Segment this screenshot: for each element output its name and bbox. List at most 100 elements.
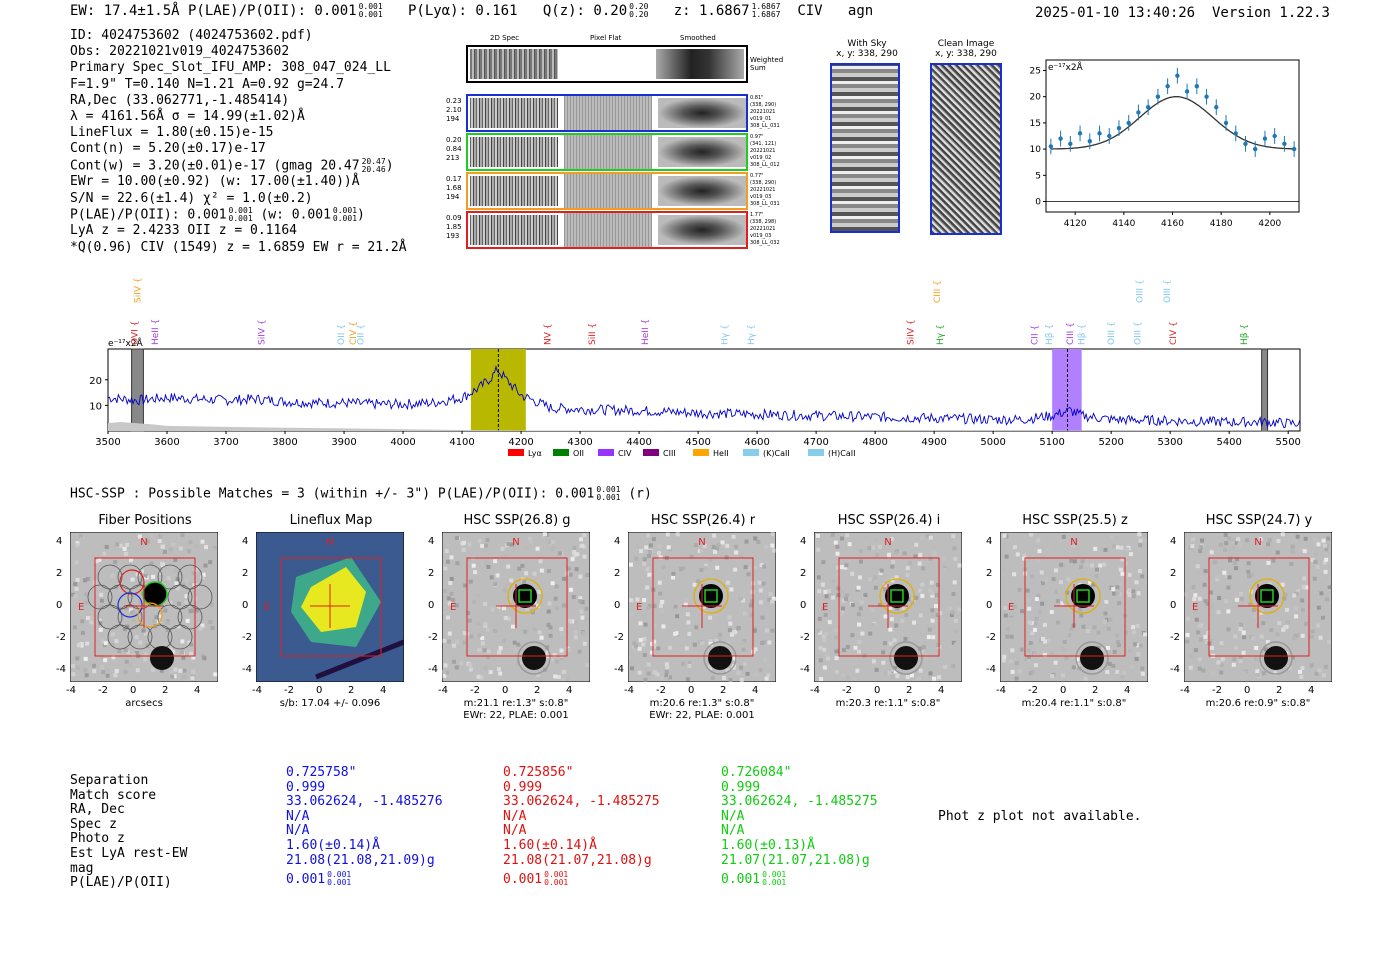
noise-pixel <box>637 646 642 651</box>
cutout-2d <box>470 176 558 206</box>
weighted-2d <box>470 49 558 79</box>
zoom-data-point <box>1097 131 1102 136</box>
legend-label: OII <box>573 449 584 458</box>
cutout-right-value: 0.77" <box>750 173 764 179</box>
noise-pixel <box>1241 630 1246 635</box>
info-contw: Cont(w) = 3.20(±0.01)e-17 (gmag 20.47 <box>70 158 360 174</box>
noise-pixel <box>1004 554 1009 559</box>
noise-pixel <box>829 593 834 598</box>
noise-pixel <box>1062 599 1067 604</box>
noise-pixel <box>642 637 647 642</box>
noise-pixel <box>201 572 206 577</box>
noise-pixel <box>890 578 895 583</box>
noise-pixel <box>1137 532 1142 537</box>
noise-pixel <box>1312 537 1317 542</box>
noise-pixel <box>673 604 678 609</box>
noise-pixel <box>840 536 845 541</box>
noise-pixel <box>1137 569 1142 574</box>
noise-pixel <box>840 672 845 677</box>
noise-pixel <box>741 598 746 603</box>
noise-pixel <box>1049 651 1054 656</box>
noise-pixel <box>97 557 102 562</box>
noise-pixel <box>642 614 647 619</box>
noise-pixel <box>835 676 840 681</box>
noise-pixel <box>480 636 485 641</box>
noise-pixel <box>768 591 773 596</box>
legend-swatch <box>808 449 824 456</box>
with-sky-label: With Sky <box>847 39 887 49</box>
fiber-red <box>119 569 145 595</box>
noise-pixel <box>111 655 116 660</box>
emission-line-label: Hβ { <box>1078 324 1088 345</box>
zoom-data-point <box>1116 125 1122 131</box>
noise-pixel <box>71 672 76 677</box>
noise-pixel <box>941 556 946 561</box>
noise-pixel <box>1238 656 1243 661</box>
noise-pixel <box>1197 596 1202 601</box>
aperture-circle <box>693 578 729 614</box>
match-cell: 0.999 <box>721 779 761 795</box>
zoom-data-point <box>1291 146 1297 152</box>
table-labels: Separation Match score RA, Dec Spec z Photo … <box>70 773 187 891</box>
noise-pixel <box>950 610 955 615</box>
spectrum-xtick-label: 4900 <box>921 437 946 448</box>
noise-pixel <box>1299 674 1304 679</box>
noise-pixel <box>443 588 448 593</box>
noise-pixel <box>89 620 94 625</box>
noise-pixel <box>130 610 135 615</box>
fiber-circle <box>117 604 143 630</box>
noise-pixel <box>723 543 728 548</box>
noise-pixel <box>1323 664 1328 669</box>
noise-pixel <box>139 569 144 574</box>
noise-pixel <box>921 644 926 649</box>
noise-pixel <box>584 616 589 621</box>
noise-pixel <box>1286 620 1291 625</box>
noise-pixel <box>817 589 822 594</box>
cutout-panel: 2D Spec Pixel Flat Smoothed Weighted Sum… <box>440 30 783 260</box>
noise-pixel <box>1017 669 1022 674</box>
noise-pixel <box>1255 669 1260 674</box>
noise-pixel <box>1080 559 1085 564</box>
noise-pixel <box>503 615 508 620</box>
noise-pixel <box>815 658 820 663</box>
noise-pixel <box>853 645 858 650</box>
noise-pixel <box>1254 645 1259 650</box>
noise-pixel <box>629 598 634 603</box>
noise-pixel <box>553 674 558 679</box>
emission-line-label: CII { <box>1030 325 1040 345</box>
noise-pixel <box>725 580 730 585</box>
noise-pixel <box>465 610 470 615</box>
noise-pixel <box>1193 593 1198 598</box>
noise-pixel <box>716 542 721 547</box>
noise-pixel <box>546 622 551 627</box>
match-plae-sub: 0.001 <box>762 877 787 887</box>
zoom-data-point <box>1243 141 1248 147</box>
noise-pixel <box>770 628 775 633</box>
noise-pixel <box>189 642 194 647</box>
noise-pixel <box>496 667 501 672</box>
noise-pixel <box>766 663 771 668</box>
noise-pixel <box>1271 558 1276 563</box>
noise-pixel <box>725 668 730 673</box>
north-label: N <box>1070 537 1077 548</box>
noise-pixel <box>483 666 488 671</box>
match-plae-sub: 0.001 <box>327 877 352 887</box>
noise-pixel <box>1312 576 1317 581</box>
match-cell: 33.062624, -1.485275 <box>721 794 878 810</box>
noise-pixel <box>193 567 198 572</box>
noise-pixel <box>1026 648 1031 653</box>
noise-pixel <box>180 639 185 644</box>
emission-line-label: SiIV { <box>907 319 917 345</box>
legend-label: Lyα <box>528 449 542 458</box>
noise-pixel <box>761 581 766 586</box>
noise-pixel <box>1233 634 1238 639</box>
noise-pixel <box>1095 567 1100 572</box>
zoom-data-point <box>1126 120 1131 126</box>
noise-pixel <box>646 605 651 610</box>
noise-pixel <box>539 635 544 640</box>
noise-pixel <box>182 668 187 673</box>
noise-pixel <box>144 631 149 636</box>
noise-pixel <box>685 677 690 682</box>
noise-pixel <box>703 566 708 571</box>
